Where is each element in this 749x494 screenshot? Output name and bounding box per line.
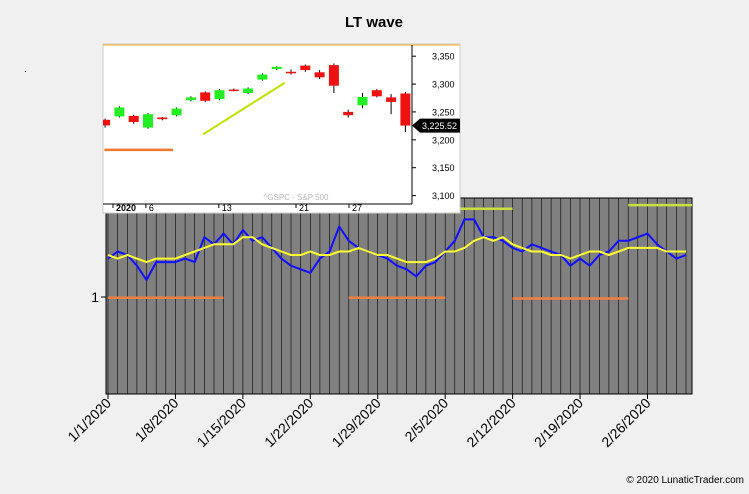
candle-up [185, 97, 196, 101]
vertical-gridlines [107, 198, 687, 394]
candle-up [114, 107, 125, 117]
candle-up [243, 88, 254, 93]
chart-dot: . [24, 64, 27, 75]
candle-down [128, 115, 139, 122]
candle-down [286, 71, 296, 74]
inset-price-ticks: 3,350 3,300 3,250 3,200 3,150 3,100 [412, 52, 455, 201]
candle-down [228, 89, 239, 92]
candle-down [103, 119, 111, 126]
inset-date-ticks: 2020 6 13 21 27 [112, 203, 362, 213]
candle-up [171, 108, 182, 116]
inset-trend-line [202, 82, 286, 136]
sp500-inset: ^GSPC - S&P 500 3,350 3,300 3,250 3,200 3,15… [102, 43, 461, 214]
inset-trendlines [104, 82, 286, 152]
chart-title: LT wave [345, 14, 403, 31]
inset-date-label: 6 [149, 203, 154, 213]
last-price-box [412, 118, 460, 133]
inset-date-label: 21 [299, 203, 309, 213]
candle-down [328, 65, 339, 86]
inset-price-label: 3,300 [432, 80, 455, 90]
inset-date-label: 27 [352, 203, 362, 213]
candle-up [357, 96, 368, 106]
candle-down [371, 90, 382, 97]
inset-price-label: 3,100 [432, 191, 455, 201]
inset-price-label: 3,250 [432, 107, 455, 117]
candle-down [386, 97, 397, 102]
inset-date-label: 13 [222, 203, 232, 213]
average-series-line [107, 236, 686, 264]
copyright: © 2020 LunaticTrader.com [626, 475, 744, 486]
last-price-tag: 3,225.52 [412, 118, 460, 133]
candle-down [200, 92, 211, 101]
y-tick-label: 1 [91, 289, 99, 305]
inset-price-label: 3,350 [432, 52, 455, 62]
last-price-label: 3,225.52 [422, 121, 457, 131]
inset-candles [103, 63, 411, 132]
plot-background [105, 197, 693, 395]
candle-up [143, 114, 153, 128]
candle-down [157, 117, 168, 120]
candle-down [300, 65, 311, 71]
candle-up [271, 66, 282, 69]
inset-frame [102, 43, 461, 214]
wave-series-line [107, 218, 687, 281]
candle-down [400, 93, 411, 126]
candle-up [214, 90, 225, 100]
inset-date-label: 2020 [116, 203, 136, 213]
candle-up [257, 74, 268, 80]
inset-watermark: ^GSPC - S&P 500 [264, 193, 330, 202]
candle-down [314, 72, 325, 78]
candle-down [343, 111, 354, 116]
main-plot-area [105, 197, 693, 395]
inset-price-label: 3,200 [432, 135, 455, 145]
series-lines [107, 218, 687, 281]
inset-price-label: 3,150 [432, 163, 455, 173]
